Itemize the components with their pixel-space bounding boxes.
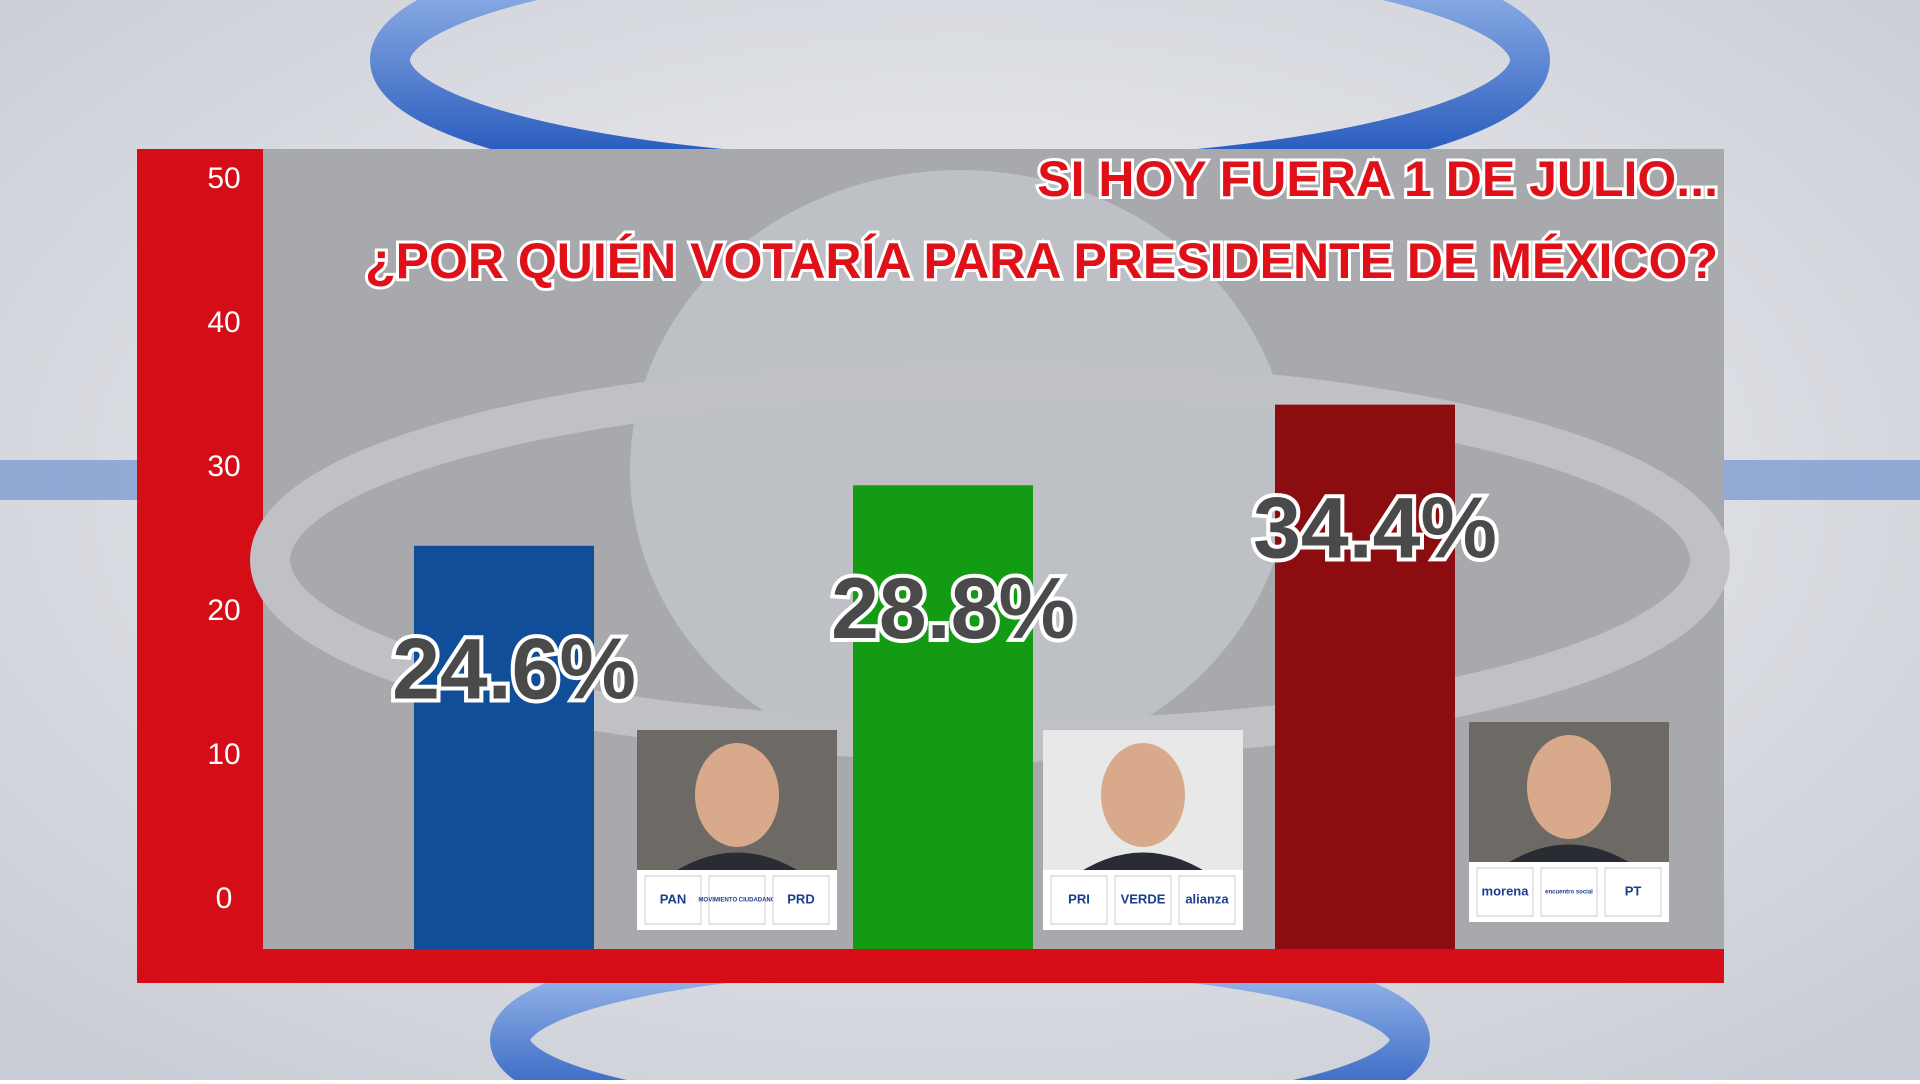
party-name: VERDE bbox=[1121, 891, 1166, 906]
y-tick-label: 30 bbox=[207, 450, 240, 483]
y-tick-label: 0 bbox=[216, 882, 233, 915]
value-label: 34.4% bbox=[1253, 480, 1497, 576]
party-name: PAN bbox=[660, 891, 686, 906]
party-logo bbox=[1050, 875, 1108, 925]
bar bbox=[414, 545, 594, 949]
party-logo bbox=[1540, 867, 1598, 917]
party-logo bbox=[1114, 875, 1172, 925]
value-label: 28.8% bbox=[831, 561, 1075, 657]
party-name: PRI bbox=[1068, 891, 1090, 906]
party-name: MOVIMIENTO CIUDADANO bbox=[699, 898, 776, 904]
party-logo bbox=[1476, 867, 1534, 917]
y-tick-label: 40 bbox=[207, 306, 240, 339]
bar bbox=[1275, 404, 1455, 949]
party-logo bbox=[1604, 867, 1662, 917]
party-name: PT bbox=[1625, 883, 1642, 898]
party-logo bbox=[1178, 875, 1236, 925]
chart-subtitle: ¿POR QUIÉN VOTARÍA PARA PRESIDENTE DE MÉ… bbox=[365, 233, 1718, 289]
party-name: encuentro social bbox=[1545, 890, 1593, 896]
value-label: 24.6% bbox=[392, 621, 636, 717]
candidate-face bbox=[1527, 735, 1611, 839]
party-logo bbox=[708, 875, 766, 925]
party-name: morena bbox=[1482, 883, 1530, 898]
candidate-face bbox=[695, 743, 779, 847]
y-tick-label: 20 bbox=[207, 594, 240, 627]
party-logo bbox=[644, 875, 702, 925]
chart-title: SI HOY FUERA 1 DE JULIO... bbox=[1037, 151, 1718, 207]
party-logo bbox=[772, 875, 830, 925]
party-name: PRD bbox=[787, 891, 814, 906]
y-tick-label: 10 bbox=[207, 738, 240, 771]
globe bbox=[630, 170, 1290, 770]
bar bbox=[853, 485, 1033, 949]
y-tick-label: 50 bbox=[207, 162, 240, 195]
party-name: alianza bbox=[1185, 891, 1229, 906]
candidate-face bbox=[1101, 743, 1185, 847]
